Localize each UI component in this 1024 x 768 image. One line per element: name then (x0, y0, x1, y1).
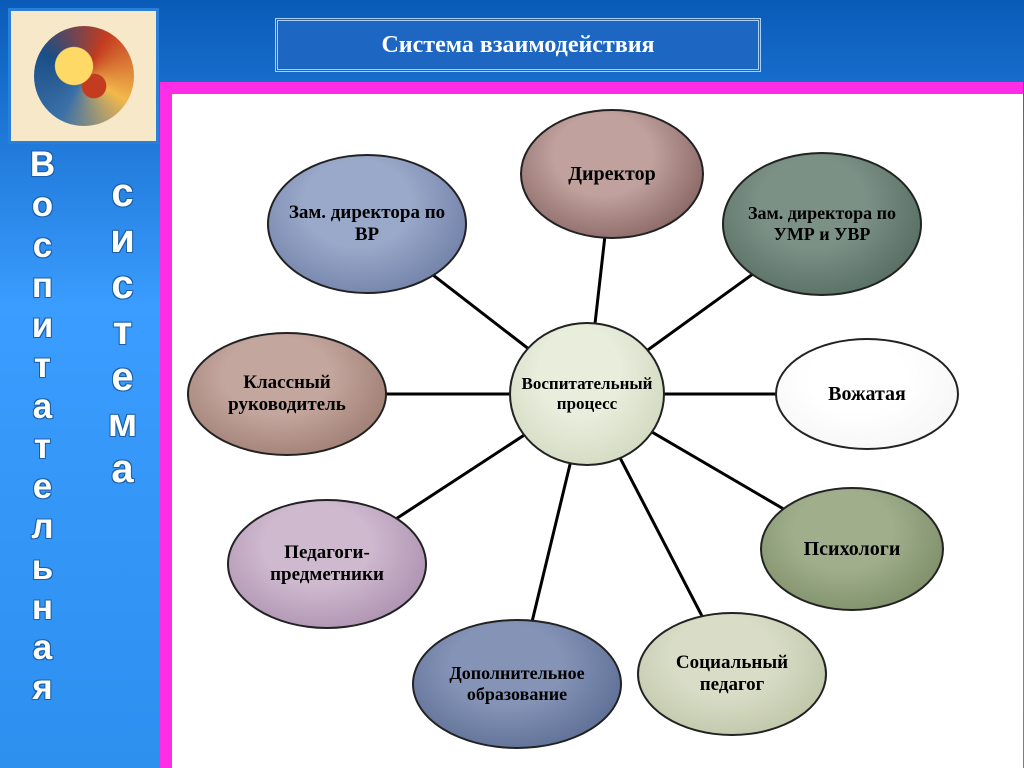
sidebar-letter: я (32, 668, 52, 708)
center-node: Воспитательный процесс (509, 322, 665, 466)
sidebar-letter: т (34, 427, 51, 467)
sidebar-letter: н (32, 588, 53, 628)
node-label: Воспитательный процесс (517, 374, 657, 413)
sidebar-word-1: Воспитательная (15, 145, 70, 709)
sidebar-letter: е (33, 467, 52, 507)
sidebar-letter: а (33, 628, 52, 668)
sidebar-letter: с (111, 262, 133, 308)
sidebar-letter: е (111, 354, 133, 400)
sidebar-letter: т (34, 346, 51, 386)
node-label: Дополнительное образование (420, 663, 614, 704)
node-label: Зам. директора по УМР и УВР (730, 203, 914, 244)
outer-node-zam-umr-uvr: Зам. директора по УМР и УВР (722, 152, 922, 296)
node-label: Социальный педагог (645, 652, 819, 696)
diagram-nodes-layer: Директор Зам. директора по УМР и УВР Вожат… (172, 94, 1023, 768)
outer-node-pedagogi-predmet: Педагоги-предметники (227, 499, 427, 629)
sidebar-letter: и (110, 216, 135, 262)
sidebar-letter: с (33, 226, 52, 266)
sidebar-letter: о (32, 185, 53, 225)
sidebar-letter: В (30, 145, 55, 185)
sidebar-letter: п (32, 266, 53, 306)
outer-node-social-pedagog: Социальный педагог (637, 612, 827, 736)
slide-root: Система взаимодействия Воспитательная си… (0, 0, 1024, 768)
node-label: Зам. директора по ВР (275, 202, 459, 246)
outer-node-zam-vr: Зам. директора по ВР (267, 154, 467, 294)
sidebar-word-2: система (95, 170, 150, 492)
outer-node-director: Директор (520, 109, 704, 239)
sidebar-letter: ь (32, 548, 54, 588)
sidebar-letter: с (111, 170, 133, 216)
sidebar-letter: м (108, 400, 138, 446)
outer-node-dop-obraz: Дополнительное образование (412, 619, 622, 749)
slide-title-box: Система взаимодействия (275, 18, 761, 72)
sidebar-letter: л (31, 507, 53, 547)
node-label: Директор (568, 163, 656, 186)
outer-node-klass-ruk: Классный руководитель (187, 332, 387, 456)
sidebar-letter: и (32, 306, 54, 346)
sidebar-letter: а (33, 387, 52, 427)
content-frame: Директор Зам. директора по УМР и УВР Вожат… (160, 82, 1023, 768)
sidebar-letter: а (111, 446, 133, 492)
logo-box (8, 8, 159, 144)
sidebar-letter: т (113, 308, 133, 354)
node-label: Классный руководитель (195, 372, 379, 416)
outer-node-psychologists: Психологи (760, 487, 944, 611)
node-label: Психологи (804, 538, 901, 561)
node-label: Вожатая (828, 383, 906, 406)
gymnasium-logo-icon (34, 26, 134, 126)
node-label: Педагоги-предметники (235, 542, 419, 586)
slide-title: Система взаимодействия (381, 32, 654, 59)
outer-node-vozhataya: Вожатая (775, 338, 959, 450)
